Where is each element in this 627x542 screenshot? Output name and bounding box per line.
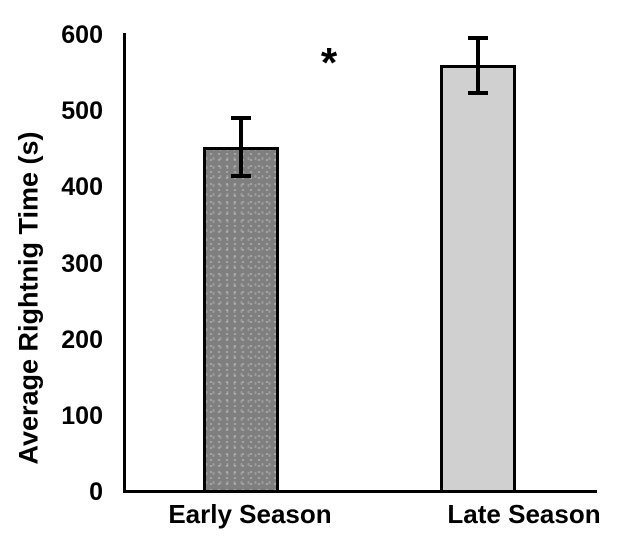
- error-bar-cap: [468, 90, 488, 95]
- x-axis-line: [123, 490, 597, 493]
- y-axis-line: [123, 33, 126, 493]
- error-bar-cap: [230, 173, 251, 178]
- significance-asterisk: *: [320, 39, 338, 86]
- error-bar-cap: [230, 116, 251, 121]
- x-label-early-season: Early Season: [168, 499, 332, 529]
- error-bar-line: [476, 38, 480, 93]
- y-tick-label: 400: [61, 173, 103, 202]
- error-bar-line: [238, 118, 243, 176]
- y-tick-label: 200: [61, 325, 103, 354]
- y-tick-label: 0: [89, 478, 103, 506]
- bar-late-season: [440, 65, 516, 493]
- x-label-late-season: Late Season: [447, 499, 601, 529]
- y-tick-label: 600: [61, 21, 103, 49]
- y-tick-label: 500: [61, 97, 103, 126]
- y-tick-label: 100: [61, 401, 103, 430]
- bar-early-season: [202, 146, 279, 493]
- error-bar-cap: [468, 36, 488, 41]
- y-tick-label: 300: [61, 249, 103, 278]
